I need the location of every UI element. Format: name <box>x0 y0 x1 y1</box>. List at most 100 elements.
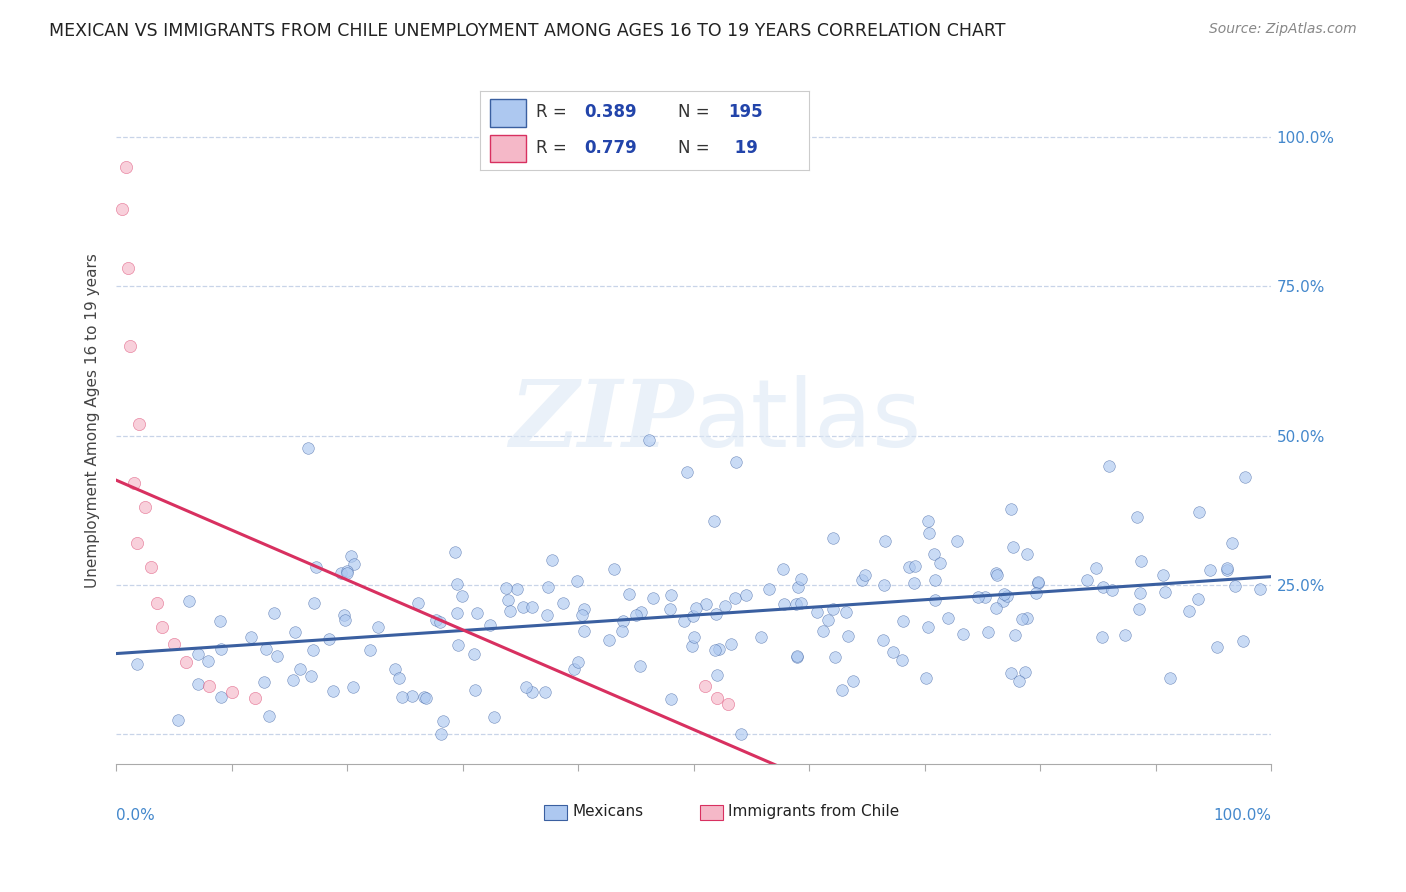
Point <box>515 681 537 695</box>
Point <box>643 591 665 606</box>
Point <box>243 691 266 706</box>
Text: MEXICAN VS IMMIGRANTS FROM CHILE UNEMPLOYMENT AMONG AGES 16 TO 19 YEARS CORRELAT: MEXICAN VS IMMIGRANTS FROM CHILE UNEMPLO… <box>49 22 1005 40</box>
Text: atlas: atlas <box>693 375 922 467</box>
Point <box>1002 541 1025 555</box>
Point <box>534 685 557 699</box>
Point <box>1015 611 1038 625</box>
Point <box>851 573 873 587</box>
Point <box>917 620 939 634</box>
Point <box>598 632 620 647</box>
Point <box>187 677 209 691</box>
Point <box>1008 673 1031 688</box>
Point <box>873 534 896 549</box>
Text: 0.0%: 0.0% <box>117 808 155 823</box>
Point <box>571 608 593 623</box>
Point <box>685 601 707 615</box>
Point <box>924 593 946 607</box>
Point <box>637 434 659 448</box>
Point <box>290 662 312 676</box>
Point <box>1153 584 1175 599</box>
Point <box>302 596 325 610</box>
Point <box>388 671 411 685</box>
Point <box>706 691 728 706</box>
Point <box>209 690 232 704</box>
Point <box>522 685 544 699</box>
Point <box>111 202 134 216</box>
Point <box>266 648 288 663</box>
Point <box>384 663 406 677</box>
Point <box>974 590 997 604</box>
Point <box>823 602 845 616</box>
Point <box>444 545 467 559</box>
Point <box>713 599 735 613</box>
Point <box>1216 563 1239 577</box>
Point <box>824 650 846 665</box>
Point <box>786 580 808 594</box>
Point <box>1188 505 1211 519</box>
Point <box>1076 573 1098 587</box>
Point <box>1130 553 1153 567</box>
FancyBboxPatch shape <box>700 805 723 820</box>
Point <box>772 562 794 576</box>
Point <box>682 630 704 644</box>
Point <box>197 654 219 668</box>
Point <box>806 605 828 619</box>
Point <box>425 614 447 628</box>
Point <box>676 465 699 479</box>
Point <box>837 629 859 643</box>
Point <box>1000 665 1022 680</box>
Point <box>630 605 652 619</box>
Y-axis label: Unemployment Among Ages 16 to 19 years: Unemployment Among Ages 16 to 19 years <box>86 253 100 588</box>
Point <box>717 697 740 711</box>
Text: ZIP: ZIP <box>509 376 693 466</box>
Point <box>540 553 562 567</box>
Point <box>672 614 695 628</box>
Point <box>758 582 780 596</box>
Point <box>785 597 807 611</box>
Point <box>1011 612 1033 626</box>
Point <box>842 674 865 689</box>
Point <box>834 605 856 619</box>
Point <box>336 566 359 581</box>
Point <box>734 588 756 602</box>
Point <box>603 562 626 576</box>
Point <box>333 608 356 623</box>
Point <box>139 560 162 574</box>
Point <box>537 581 560 595</box>
Point <box>333 613 356 627</box>
Point <box>1014 665 1036 680</box>
Point <box>1128 602 1150 616</box>
Point <box>117 261 139 276</box>
Point <box>125 657 148 671</box>
Point <box>790 572 813 586</box>
Point <box>299 669 322 683</box>
Point <box>749 630 772 644</box>
Point <box>152 619 174 633</box>
Point <box>1101 583 1123 598</box>
Point <box>1233 469 1256 483</box>
Point <box>1249 582 1271 596</box>
Point <box>572 602 595 616</box>
Point <box>478 618 501 632</box>
Point <box>401 690 423 704</box>
Point <box>429 615 451 629</box>
Point <box>221 685 243 699</box>
Point <box>977 625 1000 640</box>
Point <box>898 560 921 574</box>
Point <box>1026 574 1049 589</box>
Point <box>553 596 575 610</box>
Point <box>167 713 190 727</box>
Point <box>811 624 834 639</box>
Text: 100.0%: 100.0% <box>1213 808 1271 823</box>
Point <box>918 526 941 541</box>
Point <box>891 652 914 666</box>
Point <box>318 632 340 647</box>
Point <box>773 597 796 611</box>
Point <box>339 549 361 564</box>
Point <box>342 680 364 694</box>
Point <box>197 679 219 693</box>
Point <box>177 593 200 607</box>
Point <box>446 577 468 591</box>
Point <box>995 589 1018 603</box>
Point <box>536 608 558 623</box>
